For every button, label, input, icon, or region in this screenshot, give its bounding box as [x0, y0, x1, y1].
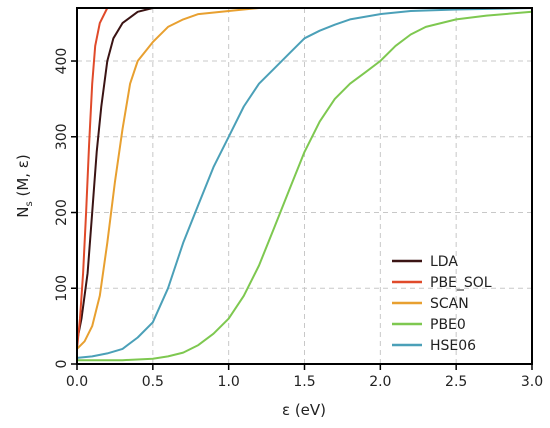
x-tick-label: 2.5: [445, 374, 467, 390]
y-tick-label: 0: [54, 360, 70, 369]
y-tick-label: 400: [54, 48, 70, 75]
y-axis: 0 100 200 300 400: [54, 48, 77, 369]
series-line-lda: [76, 7, 154, 342]
legend-label: SCAN: [430, 296, 469, 312]
x-tick-label: 0.5: [142, 374, 164, 390]
x-tick-label: 1.5: [293, 374, 315, 390]
y-tick-label: 100: [54, 275, 70, 302]
legend-label: PBE_SOL: [430, 275, 492, 291]
series-line-pbe-sol: [76, 7, 109, 349]
x-tick-label: 0.0: [66, 374, 88, 390]
y-tick-label: 200: [54, 199, 70, 226]
x-axis: 0.0 0.5 1.0 1.5 2.0 2.5 3.0: [66, 364, 543, 390]
x-axis-label: ε (eV): [282, 401, 326, 419]
legend-label: PBE0: [430, 317, 466, 333]
series-line-hse06: [76, 7, 533, 359]
y-axis-label: Ns (M, ε): [14, 154, 35, 218]
y-axis-label-main: N: [14, 207, 32, 218]
legend-label: LDA: [430, 254, 458, 270]
series-lines: [76, 7, 533, 362]
y-tick-label: 300: [54, 123, 70, 150]
grid: [77, 8, 532, 364]
x-tick-label: 3.0: [521, 374, 543, 390]
x-tick-label: 2.0: [369, 374, 391, 390]
x-tick-label: 1.0: [218, 374, 240, 390]
legend-label: HSE06: [430, 338, 476, 354]
y-axis-label-rest: (M, ε): [14, 154, 32, 201]
legend: LDA PBE_SOL SCAN PBE0 HSE06: [392, 254, 492, 354]
series-line-scan: [76, 7, 260, 350]
y-axis-label-sub: s: [24, 201, 35, 206]
series-line-pbe0: [77, 10, 533, 362]
